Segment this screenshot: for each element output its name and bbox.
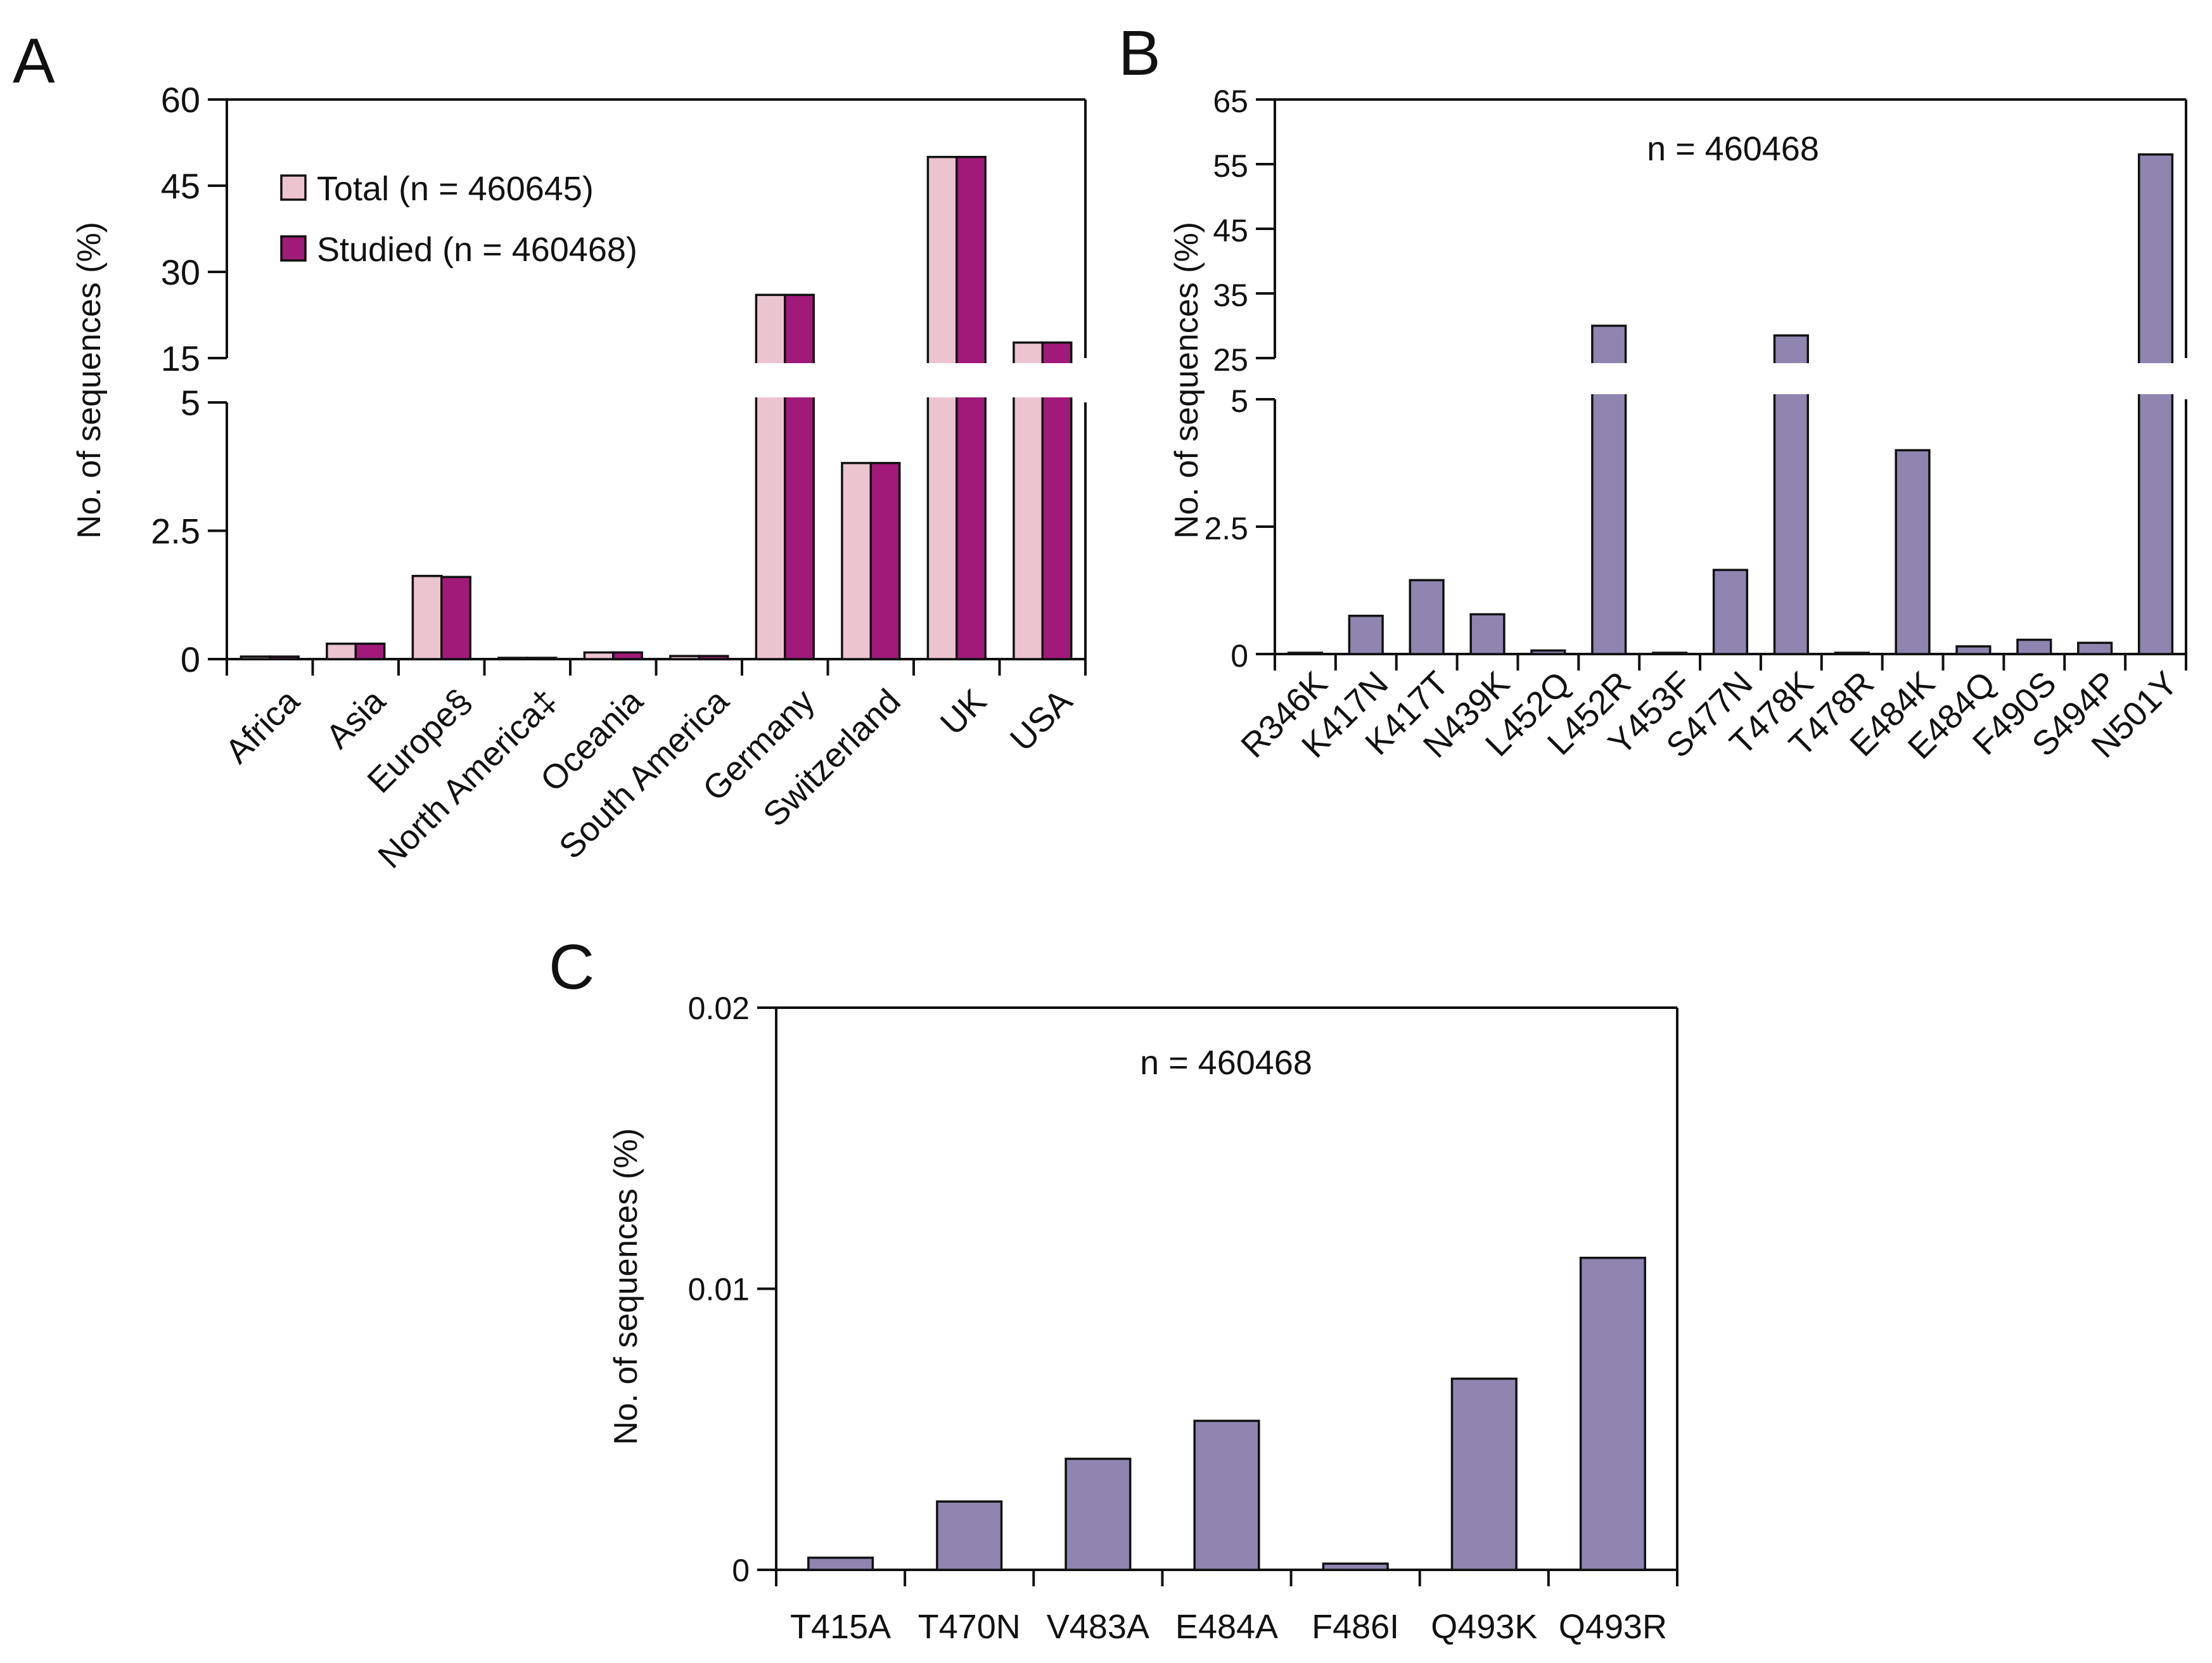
b-y-tick-label-upper-25: 25	[1213, 342, 1248, 378]
a-bar-south-america-studied	[698, 655, 729, 660]
a-y-tick-label-upper-45: 45	[161, 166, 200, 206]
b-bar-k417n	[1348, 614, 1384, 655]
a-x-tick-label-usa: USA	[1003, 682, 1080, 759]
c-x-tick-label-q493r: Q493R	[1559, 1608, 1667, 1646]
b-bar-n439k	[1469, 613, 1506, 655]
b-bar-r346k	[1287, 652, 1324, 655]
b-y-tick-label-2-5: 2.5	[1204, 511, 1248, 546]
c-x-tick-label-q493k: Q493K	[1431, 1608, 1537, 1646]
c-bar-f486i	[1322, 1562, 1389, 1571]
a-y-tick-label-0: 0	[181, 639, 200, 679]
a-bar-oceania-total	[583, 651, 615, 660]
legend-label-studied: Studied (n = 460468)	[317, 231, 637, 269]
b-bar-e484q	[1955, 645, 1991, 655]
a-x-tick-label-asia: Asia	[319, 681, 393, 755]
a-axis-break-gap	[214, 363, 1098, 397]
a-y-tick-label-upper-30: 30	[161, 252, 200, 292]
c-y-tick-label-0-02: 0.02	[688, 991, 750, 1026]
legend-label-total: Total (n = 460645)	[317, 170, 594, 208]
a-bar-europe-studied	[440, 575, 471, 660]
b-y-tick-label-upper-55: 55	[1213, 148, 1248, 184]
c-x-tick-label-e484a: E484A	[1175, 1608, 1278, 1646]
a-bar-asia-studied	[354, 642, 386, 660]
a-bar-oceania-studied	[612, 651, 643, 660]
c-bar-t415a	[807, 1557, 874, 1571]
b-y-tick-label-upper-45: 45	[1213, 213, 1248, 248]
c-bar-e484a	[1193, 1420, 1260, 1571]
a-bar-germany-total	[755, 293, 786, 660]
a-bar-europe-total	[411, 575, 443, 660]
a-bar-asia-total	[326, 642, 357, 660]
a-bar-uk-studied	[956, 155, 987, 660]
a-y-tick-label-5: 5	[181, 383, 200, 423]
a-x-tick-label-uk: UK	[933, 682, 994, 742]
a-y-tick-label-2-5: 2.5	[151, 511, 200, 551]
a-bar-africa-total	[240, 655, 271, 660]
a-bar-uk-total	[926, 155, 958, 660]
panel-a-letter: A	[13, 25, 55, 96]
c-x-tick-label-t470n: T470N	[918, 1608, 1021, 1646]
c-bar-q493k	[1450, 1377, 1518, 1571]
b-bar-l452q	[1530, 649, 1566, 655]
b-bar-s477n	[1712, 568, 1749, 655]
legend-swatch-studied	[280, 235, 307, 262]
a-bar-north-america-studied	[526, 657, 558, 660]
panel-c-annotation: n = 460468	[1140, 1044, 1312, 1082]
b-bar-t478r	[1834, 652, 1870, 655]
c-x-tick-label-v483a: V483A	[1047, 1608, 1149, 1646]
panel-b-y-axis-label: No. of sequences (%)	[1168, 222, 1205, 539]
c-bar-v483a	[1064, 1458, 1132, 1571]
b-y-tick-label-5: 5	[1231, 383, 1248, 419]
b-bar-k417t	[1409, 579, 1445, 655]
panel-a-y-axis-label: No. of sequences (%)	[71, 222, 108, 539]
a-bar-switzerland-studied	[869, 461, 901, 660]
panel-c: C 0 0.01 0.02 T415A T470N V483A E484A F486I Q49…	[549, 932, 1678, 1646]
panel-c-y-axis-label: No. of sequences (%)	[608, 1128, 644, 1445]
c-x-tick-label-t415a: T415A	[790, 1608, 891, 1646]
c-bar-t470n	[936, 1500, 1003, 1571]
a-x-tick-label-africa: Africa	[218, 681, 307, 771]
c-x-tick-label-f486i: F486I	[1312, 1608, 1399, 1646]
a-y-tick-label-upper-60: 60	[161, 80, 200, 120]
a-y-tick-label-upper-15: 15	[161, 338, 200, 378]
b-bar-s494p	[2077, 641, 2113, 655]
legend-swatch-total	[280, 174, 307, 201]
c-bar-q493r	[1579, 1256, 1646, 1571]
panel-b-letter: B	[1118, 18, 1161, 89]
a-bar-south-america-total	[669, 655, 701, 660]
b-bar-e484k	[1895, 449, 1931, 655]
a-bar-switzerland-total	[841, 461, 873, 660]
b-bar-f490s	[2016, 638, 2052, 655]
b-y-tick-label-upper-35: 35	[1213, 278, 1248, 313]
b-bar-n501y	[2137, 153, 2174, 655]
panel-c-letter: C	[549, 932, 594, 1003]
c-y-tick-label-0: 0	[732, 1553, 750, 1588]
a-bar-north-america-total	[497, 657, 529, 660]
b-bar-y453f	[1652, 652, 1688, 655]
panel-b-annotation: n = 460468	[1647, 130, 1819, 168]
c-y-tick-label-0-01: 0.01	[688, 1272, 750, 1307]
a-bar-africa-studied	[269, 655, 300, 660]
a-bar-germany-studied	[784, 293, 815, 660]
b-y-tick-label-upper-65: 65	[1213, 84, 1248, 119]
b-axis-break-gap	[1262, 363, 2199, 394]
b-y-tick-label-0: 0	[1231, 638, 1248, 674]
